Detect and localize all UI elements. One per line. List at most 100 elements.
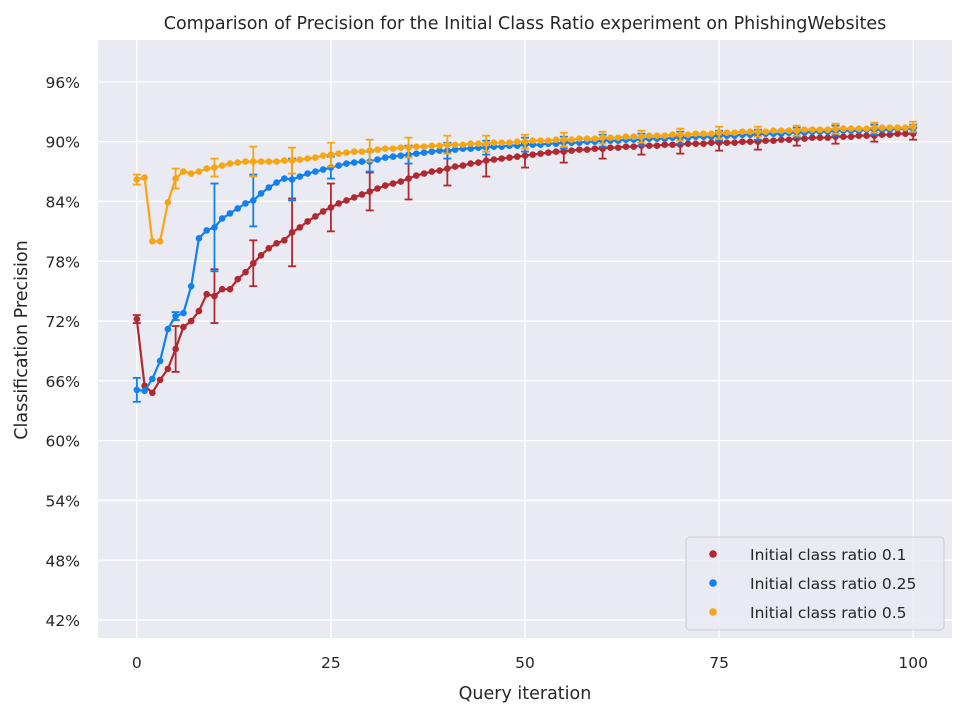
legend-item: Initial class ratio 0.5	[709, 604, 907, 622]
data-point	[684, 140, 692, 147]
data-point	[242, 200, 249, 207]
x-tick-label: 50	[515, 654, 535, 672]
series-3	[132, 120, 918, 245]
data-point	[777, 136, 785, 143]
data-point	[304, 170, 311, 177]
data-point	[141, 174, 148, 181]
data-point	[723, 129, 731, 136]
data-point	[692, 130, 700, 137]
data-point	[242, 268, 249, 276]
data-point	[164, 365, 172, 373]
y-tick-label: 90%	[46, 134, 80, 152]
grid	[98, 40, 952, 638]
data-point	[226, 210, 234, 217]
data-point	[638, 133, 645, 140]
data-point	[180, 323, 187, 331]
y-tick-label: 42%	[46, 612, 80, 630]
data-point	[568, 147, 575, 154]
data-point	[180, 168, 187, 175]
data-point	[149, 238, 156, 245]
data-point	[296, 224, 304, 231]
data-point	[164, 199, 172, 206]
data-point	[902, 130, 909, 137]
data-point	[335, 150, 342, 157]
data-point	[684, 131, 692, 138]
data-point	[195, 235, 203, 242]
data-point	[591, 135, 599, 142]
data-point	[560, 136, 568, 143]
data-point	[498, 139, 506, 146]
data-point	[312, 154, 319, 161]
data-point	[506, 154, 513, 161]
data-point	[576, 146, 583, 153]
data-point	[552, 148, 560, 155]
data-point	[381, 154, 389, 161]
data-point	[265, 184, 273, 191]
y-tick-label: 72%	[46, 313, 80, 331]
data-point	[249, 158, 257, 165]
data-point	[544, 137, 552, 144]
data-point	[319, 166, 327, 173]
data-point	[847, 133, 855, 140]
data-point	[886, 131, 894, 138]
data-point	[451, 146, 459, 153]
data-point	[816, 134, 824, 141]
data-point	[894, 124, 901, 132]
data-point	[444, 165, 451, 172]
y-tick-label: 96%	[46, 74, 80, 92]
data-point	[801, 135, 808, 142]
data-point	[692, 140, 700, 147]
data-point	[156, 357, 164, 365]
data-point	[420, 143, 428, 150]
data-point	[630, 143, 637, 150]
data-point	[459, 162, 467, 169]
data-point	[770, 127, 777, 134]
data-point	[669, 141, 676, 148]
data-point	[172, 312, 179, 320]
data-point	[676, 131, 684, 138]
data-point	[653, 142, 661, 149]
data-point	[715, 129, 723, 136]
data-point	[482, 140, 490, 147]
data-point	[133, 386, 141, 394]
data-point	[273, 240, 280, 247]
data-point	[490, 139, 498, 146]
legend-label: Initial class ratio 0.1	[750, 546, 907, 564]
data-point	[816, 126, 824, 133]
data-point	[420, 170, 428, 177]
data-point	[770, 137, 777, 144]
data-point	[296, 156, 304, 163]
data-point	[498, 155, 506, 162]
data-point	[630, 133, 637, 140]
y-axis-ticks: 42% 48% 54% 60% 66% 72% 78% 84% 90% 96%	[46, 74, 80, 630]
y-tick-label: 84%	[46, 193, 80, 211]
data-point	[257, 158, 265, 165]
data-point	[226, 160, 234, 167]
data-point	[444, 141, 451, 148]
data-point	[413, 150, 420, 157]
data-point	[226, 285, 234, 293]
data-point	[855, 125, 863, 133]
data-point	[389, 145, 397, 152]
data-point	[389, 153, 397, 160]
data-point	[855, 132, 863, 139]
data-point	[133, 315, 141, 323]
data-point	[754, 128, 762, 135]
data-point	[746, 138, 754, 145]
data-point	[560, 148, 568, 155]
data-point	[172, 175, 179, 182]
data-point	[319, 208, 327, 215]
data-point	[451, 141, 459, 148]
data-point	[273, 179, 280, 186]
data-point	[482, 157, 490, 164]
data-point	[762, 137, 769, 144]
data-point	[568, 136, 575, 143]
data-point	[513, 153, 521, 160]
data-point	[312, 213, 319, 220]
legend-marker	[709, 608, 717, 616]
data-point	[762, 128, 769, 135]
data-point	[350, 159, 358, 166]
data-point	[840, 125, 847, 133]
data-point	[824, 134, 832, 141]
